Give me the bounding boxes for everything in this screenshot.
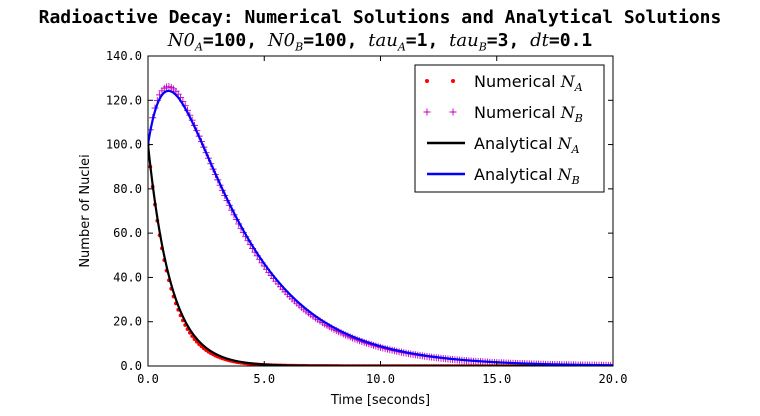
y-tick-label: 20.0: [113, 315, 142, 329]
y-tick-label: 140.0: [106, 49, 142, 63]
legend-label: Numerical NA: [474, 72, 583, 94]
subtitle-part: tauB=3,: [449, 30, 531, 54]
subtitle-part: N0A=100,: [167, 30, 268, 54]
legend-plus-swatch: [449, 108, 457, 116]
legend-dot-swatch: [425, 79, 429, 83]
chart-subtitle: N0A=100, N0B=100, tauA=1, tauB=3, dt=0.1: [0, 30, 760, 54]
analytical-b-line: [148, 89, 613, 366]
y-axis-label: Number of Nuclei: [78, 154, 93, 267]
x-tick-label: 5.0: [253, 372, 275, 386]
x-tick-label: 15.0: [482, 372, 511, 386]
legend-label: Analytical NB: [474, 165, 580, 187]
y-tick-label: 100.0: [106, 138, 142, 152]
subtitle-part: tauA=1,: [368, 30, 450, 54]
legend-box: [414, 64, 605, 193]
chart-title: Radioactive Decay: Numerical Solutions a…: [38, 7, 722, 28]
x-tick-label: 0.0: [137, 372, 159, 386]
y-tick-label: 80.0: [113, 182, 142, 196]
y-tick-label: 40.0: [113, 270, 142, 284]
x-tick-label: 20.0: [599, 372, 628, 386]
y-tick-label: 120.0: [106, 93, 142, 107]
y-tick-label: 60.0: [113, 226, 142, 240]
legend-dot-swatch: [451, 79, 455, 83]
legend-label: Numerical NB: [474, 103, 583, 125]
legend-label: Analytical NA: [474, 134, 580, 156]
y-tick-label: 0.0: [120, 359, 142, 373]
legend-plus-swatch: [423, 108, 431, 116]
x-tick-label: 10.0: [366, 372, 395, 386]
subtitle-part: dt=0.1: [530, 30, 593, 51]
subtitle-part: N0B=100,: [267, 30, 358, 54]
x-axis-label: Time [seconds]: [330, 393, 430, 408]
